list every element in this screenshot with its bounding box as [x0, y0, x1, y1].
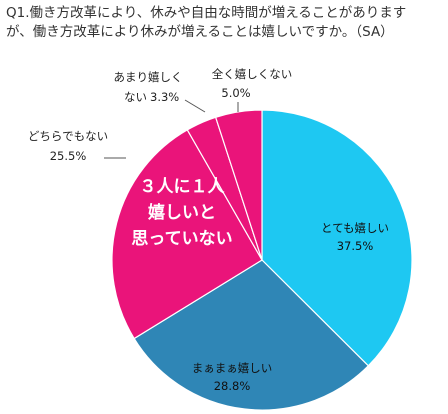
value-mattaku: 5.0% — [221, 86, 250, 100]
label-mattaku: 全く嬉しくない — [212, 67, 293, 81]
pie-slices — [111, 109, 413, 411]
label-amari-line2: ない — [124, 90, 147, 104]
callout-line-2: 嬉しいと — [147, 202, 216, 223]
leader-line-amari — [184, 99, 206, 113]
slice-mattaku — [214, 109, 263, 261]
slice-dochira — [111, 129, 263, 340]
question-line-2: が、働き方改革により休みが増えることは嬉しいですか。（SA） — [6, 24, 394, 40]
label-totemo: とても嬉しい — [321, 221, 389, 235]
value-dochira: 25.5% — [50, 149, 87, 163]
label-maamaa: まぁまぁ嬉しい — [192, 361, 273, 375]
question-text: Q1.働き方改革により、休みや自由な時間が増えることがあります が、働き方改革に… — [6, 4, 446, 42]
value-maamaa: 28.8% — [214, 379, 251, 393]
label-dochira: どちらでもない — [28, 129, 108, 143]
value-totemo: 37.5% — [337, 239, 374, 253]
slice-maamaa — [133, 259, 370, 411]
callout-line-3: 思っていない — [131, 229, 232, 249]
slice-totemo — [261, 109, 413, 367]
label-amari-line1: あまり嬉しく — [114, 70, 183, 84]
value-amari: 3.3% — [150, 90, 179, 104]
callout-line-1: ３人に１人 — [140, 177, 226, 197]
question-line-1: Q1.働き方改革により、休みや自由な時間が増えることがあります — [6, 5, 407, 21]
